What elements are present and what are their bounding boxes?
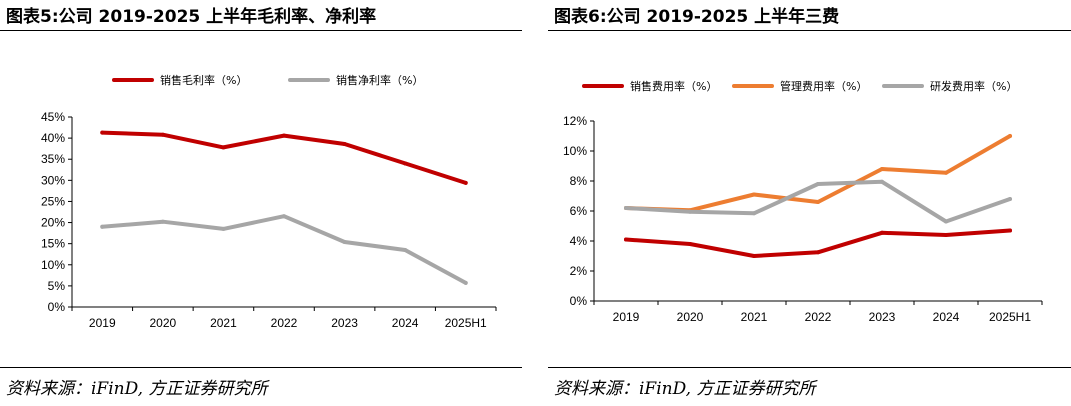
data-point bbox=[1008, 197, 1012, 201]
data-point bbox=[160, 132, 165, 137]
data-point bbox=[100, 224, 105, 229]
margin-chart: 0% 5% 10% 15% 20% 25% 30% 35% 40% 45% 2019 2020 2021… bbox=[41, 73, 497, 330]
x-tick-label: 2021 bbox=[210, 316, 237, 330]
data-point bbox=[816, 182, 820, 186]
figure-title: 图表6:公司 2019-2025 上半年三费 bbox=[554, 7, 840, 27]
data-point bbox=[880, 179, 884, 184]
x-tick-label: 2020 bbox=[150, 316, 177, 330]
source-note: 资料来源：iFinD, 方正证券研究所 bbox=[554, 379, 816, 399]
title-rule bbox=[0, 30, 522, 31]
y-tick-label: 30% bbox=[41, 173, 65, 187]
title-rule bbox=[548, 30, 1071, 31]
legend-label: 销售费用率（%） bbox=[630, 79, 717, 93]
data-point bbox=[880, 230, 884, 235]
x-tick-label: 2024 bbox=[933, 310, 960, 324]
data-point bbox=[342, 142, 347, 147]
y-tick-label: 15% bbox=[41, 237, 65, 251]
data-point bbox=[688, 209, 692, 214]
data-point bbox=[221, 226, 226, 231]
figure-6-panel: 图表6:公司 2019-2025 上半年三费 0% 2% 4% 6% 8% 10% 12% 2… bbox=[548, 0, 1071, 406]
y-tick-label: 10% bbox=[41, 258, 65, 272]
data-point bbox=[282, 214, 286, 219]
data-point bbox=[1008, 228, 1012, 233]
x-tick-label: 2020 bbox=[677, 310, 704, 324]
data-point bbox=[403, 248, 408, 252]
x-tick-label: 2023 bbox=[331, 316, 358, 330]
y-tick-label: 2% bbox=[570, 264, 588, 278]
data-point bbox=[403, 161, 408, 166]
y-tick-label: 20% bbox=[41, 216, 65, 230]
y-tick-label: 10% bbox=[563, 144, 587, 158]
source-rule bbox=[0, 367, 522, 368]
y-tick-label: 25% bbox=[41, 194, 65, 208]
legend-label: 研发费用率（%） bbox=[930, 79, 1017, 93]
figure-title: 图表5:公司 2019-2025 上半年毛利率、净利率 bbox=[6, 7, 377, 27]
data-point bbox=[880, 167, 884, 171]
series-line bbox=[100, 214, 468, 285]
data-point bbox=[221, 145, 226, 150]
y-tick-label: 12% bbox=[563, 114, 587, 128]
legend-label: 管理费用率（%） bbox=[780, 79, 867, 93]
data-point bbox=[944, 233, 948, 237]
data-point bbox=[463, 180, 468, 185]
source-note: 资料来源：iFinD, 方正证券研究所 bbox=[6, 379, 268, 399]
y-tick-label: 0% bbox=[48, 300, 66, 314]
data-point bbox=[463, 280, 468, 285]
x-tick-label: 2021 bbox=[741, 310, 768, 324]
y-tick-label: 40% bbox=[41, 131, 65, 145]
data-point bbox=[944, 219, 948, 224]
data-point bbox=[752, 254, 756, 258]
y-tick-label: 0% bbox=[570, 294, 588, 308]
data-point bbox=[752, 192, 756, 197]
data-point bbox=[282, 133, 286, 138]
data-point bbox=[624, 237, 628, 242]
data-point bbox=[1008, 134, 1012, 138]
data-point bbox=[752, 211, 756, 216]
y-tick-label: 35% bbox=[41, 152, 65, 166]
y-tick-label: 8% bbox=[570, 174, 588, 188]
data-point bbox=[100, 130, 105, 135]
x-tick-label: 2019 bbox=[613, 310, 640, 324]
data-point bbox=[342, 239, 347, 244]
data-point bbox=[816, 200, 820, 204]
expense-ratio-chart: 0% 2% 4% 6% 8% 10% 12% 2019 2020 2021 2022 2023 2024… bbox=[563, 79, 1043, 324]
x-tick-label: 2022 bbox=[271, 316, 298, 330]
series-line bbox=[100, 130, 468, 185]
data-point bbox=[160, 219, 165, 224]
x-tick-label: 2023 bbox=[869, 310, 896, 324]
data-point bbox=[816, 250, 820, 255]
y-tick-label: 45% bbox=[41, 110, 65, 124]
y-tick-label: 5% bbox=[48, 279, 66, 293]
y-tick-label: 6% bbox=[570, 204, 588, 218]
data-point bbox=[944, 170, 948, 175]
x-tick-label: 2019 bbox=[89, 316, 116, 330]
x-tick-label: 2025H1 bbox=[989, 310, 1031, 324]
x-tick-label: 2022 bbox=[805, 310, 832, 324]
x-tick-label: 2024 bbox=[392, 316, 419, 330]
data-point bbox=[688, 242, 692, 246]
y-tick-label: 4% bbox=[570, 234, 588, 248]
data-point bbox=[624, 206, 628, 210]
legend-label: 销售毛利率（%） bbox=[160, 73, 247, 87]
figure-5-panel: 图表5:公司 2019-2025 上半年毛利率、净利率 0% 5% 10% 15% 20… bbox=[0, 0, 522, 406]
series-line bbox=[624, 134, 1012, 213]
x-tick-label: 2025H1 bbox=[445, 316, 487, 330]
source-rule bbox=[548, 367, 1071, 368]
legend-label: 销售净利率（%） bbox=[336, 73, 423, 87]
